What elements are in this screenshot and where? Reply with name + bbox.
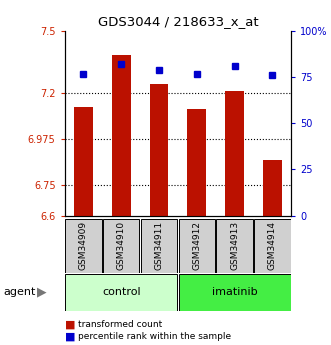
Bar xyxy=(187,109,206,216)
Text: GSM34912: GSM34912 xyxy=(192,221,201,270)
Bar xyxy=(65,219,102,273)
Bar xyxy=(254,219,291,273)
Text: GDS3044 / 218633_x_at: GDS3044 / 218633_x_at xyxy=(98,16,259,29)
Text: ■: ■ xyxy=(65,332,75,341)
Bar xyxy=(103,219,139,273)
Text: GSM34913: GSM34913 xyxy=(230,221,239,270)
Text: GSM34910: GSM34910 xyxy=(117,221,126,270)
Bar xyxy=(65,274,177,310)
Bar xyxy=(74,107,93,216)
Text: GSM34911: GSM34911 xyxy=(155,221,164,270)
Text: ■: ■ xyxy=(65,320,75,330)
Bar xyxy=(141,219,177,273)
Bar xyxy=(263,160,282,216)
Bar xyxy=(150,85,168,216)
Bar xyxy=(112,55,131,216)
Bar xyxy=(225,90,244,216)
Text: ▶: ▶ xyxy=(36,286,46,299)
Text: GSM34909: GSM34909 xyxy=(79,221,88,270)
Text: agent: agent xyxy=(3,287,36,297)
Bar xyxy=(179,219,215,273)
Text: percentile rank within the sample: percentile rank within the sample xyxy=(78,332,231,341)
Bar xyxy=(216,219,253,273)
Bar xyxy=(179,274,291,310)
Text: imatinib: imatinib xyxy=(212,287,258,297)
Text: transformed count: transformed count xyxy=(78,321,162,329)
Text: GSM34914: GSM34914 xyxy=(268,221,277,270)
Text: control: control xyxy=(102,287,141,297)
